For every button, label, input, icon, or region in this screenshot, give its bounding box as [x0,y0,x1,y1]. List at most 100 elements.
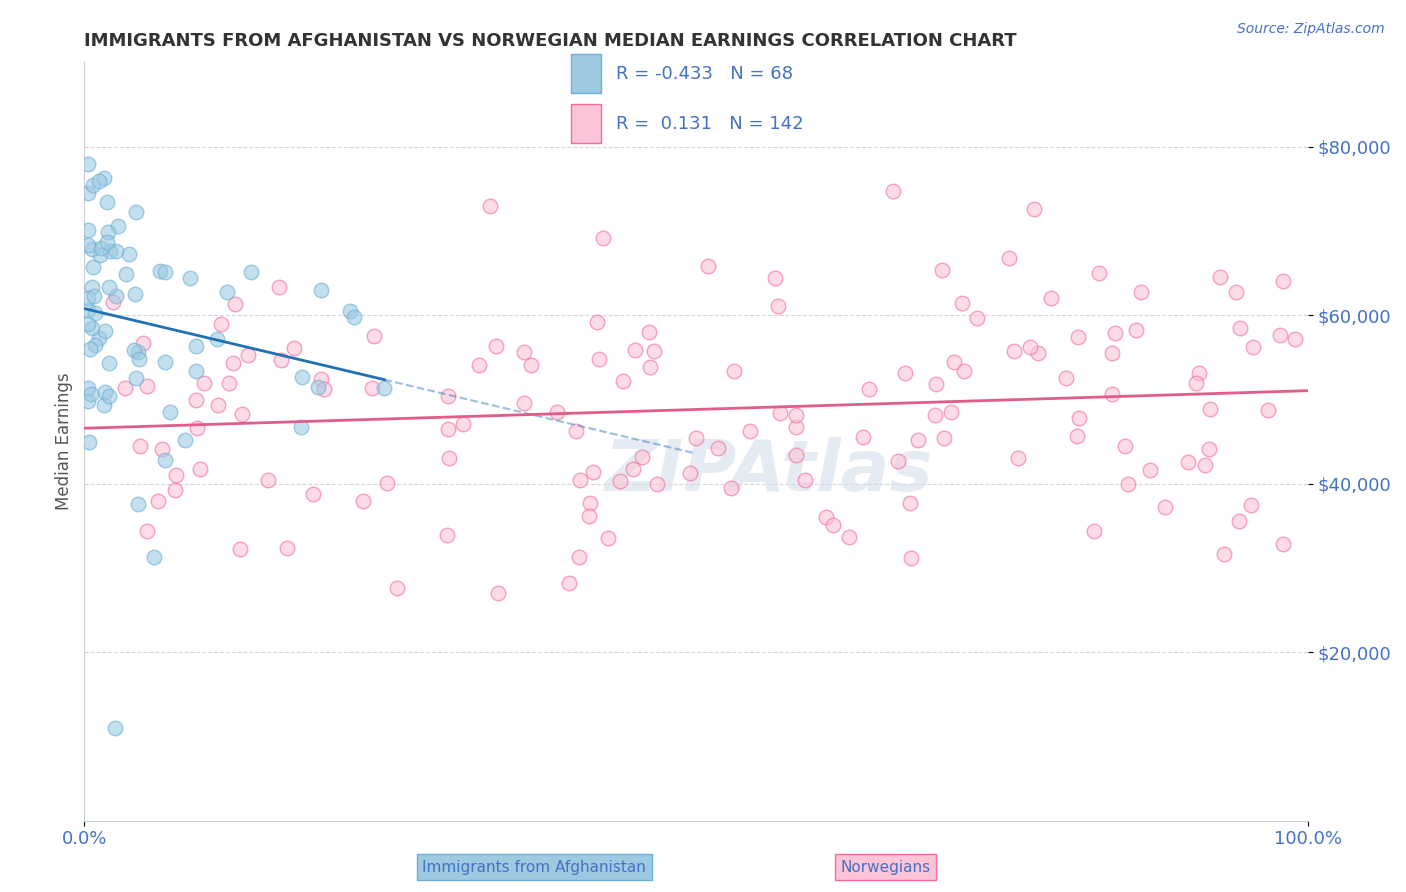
Point [1271,274,1294,288]
Point [546,405,568,419]
Point [765,270,787,285]
Point [87,331,110,345]
Point [1139,463,1161,477]
Point [127,497,149,511]
Point [217,285,239,299]
Text: IMMIGRANTS FROM AFGHANISTAN VS NORWEGIAN MEDIAN EARNINGS CORRELATION CHART: IMMIGRANTS FROM AFGHANISTAN VS NORWEGIAN… [84,32,1017,50]
Point [564,424,586,438]
Point [468,358,491,372]
Point [769,406,792,420]
Point [941,405,963,419]
Point [173,433,195,447]
Point [1125,323,1147,337]
Point [77,223,100,237]
Point [998,251,1021,265]
Point [453,417,475,431]
Point [437,389,460,403]
Point [592,231,614,245]
Point [339,303,361,318]
Point [276,541,298,556]
Point [80,321,103,335]
Point [361,381,384,395]
Point [79,343,101,357]
Text: Immigrants from Afghanistan: Immigrants from Afghanistan [422,860,647,874]
Point [723,363,745,377]
FancyBboxPatch shape [571,54,600,93]
Point [209,318,232,332]
Point [256,473,278,487]
Point [1270,328,1292,343]
Point [966,310,988,325]
Point [104,289,127,303]
Text: Source: ZipAtlas.com: Source: ZipAtlas.com [1237,22,1385,37]
Point [98,356,121,370]
Point [643,344,665,359]
Point [96,195,118,210]
Point [568,550,591,565]
Point [1039,291,1062,305]
Point [578,508,600,523]
Point [270,353,292,368]
Point [821,518,844,533]
Point [931,262,953,277]
Point [153,355,176,369]
Point [612,374,634,388]
Point [115,267,138,281]
Point [80,280,103,294]
Point [645,476,668,491]
Point [94,384,117,399]
Y-axis label: Median Earnings: Median Earnings [55,373,73,510]
Point [105,244,128,258]
Point [83,288,105,302]
Point [1185,376,1208,391]
Point [1241,340,1264,354]
Point [1229,321,1251,335]
Point [838,531,860,545]
Point [486,586,509,600]
Point [309,283,332,297]
Point [193,376,215,390]
Point [886,454,908,468]
Point [93,398,115,412]
Point [122,343,145,358]
Point [188,462,211,476]
Point [637,326,659,340]
Point [624,343,647,357]
Point [740,424,762,438]
Point [785,419,807,434]
Point [153,265,176,279]
Point [1257,403,1279,417]
Point [1104,326,1126,340]
Point [165,483,187,497]
Point [1019,340,1042,354]
Point [80,386,103,401]
Point [150,442,173,456]
Point [1153,500,1175,514]
Point [569,473,592,487]
Point [179,270,201,285]
Point [143,550,166,565]
Point [238,348,260,362]
Point [363,328,385,343]
Point [77,435,100,450]
Point [136,379,159,393]
Point [87,174,110,188]
Point [1212,547,1234,561]
Text: ZIPAtlas: ZIPAtlas [605,437,934,507]
Point [131,336,153,351]
Point [1225,285,1247,299]
Point [1198,402,1220,417]
Point [1198,442,1220,456]
Point [900,551,922,566]
Point [630,450,652,464]
Point [852,430,875,444]
Point [93,171,115,186]
Point [97,280,120,294]
Point [1114,439,1136,453]
Point [1007,450,1029,465]
Point [229,541,252,556]
Point [146,494,169,508]
Point [950,296,973,310]
Point [1083,524,1105,538]
Point [858,382,880,396]
